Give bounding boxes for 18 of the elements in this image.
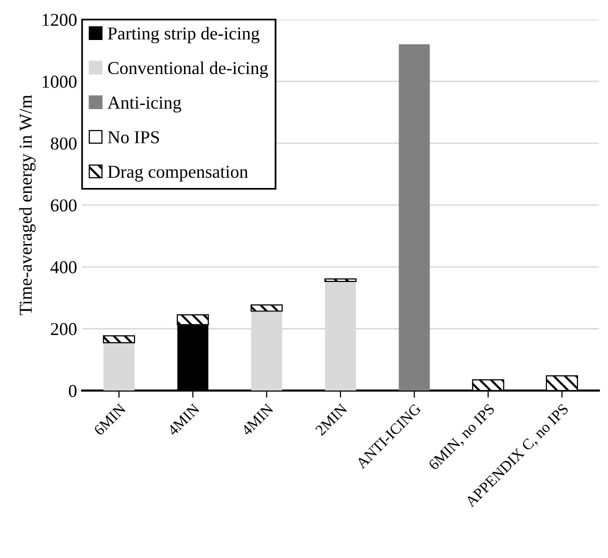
legend-label: No IPS <box>108 131 159 144</box>
y-tick-label: 600 <box>50 199 77 212</box>
y-tick-label: 800 <box>50 137 77 150</box>
legend-label: Drag compensation <box>108 166 248 182</box>
y-tick-label: 400 <box>50 261 77 274</box>
y-tick-label: 1200 <box>42 14 77 26</box>
y-axis-title: Time-averaged energy in W/m <box>19 94 36 316</box>
y-tick-label: 0 <box>68 384 77 398</box>
bar <box>398 44 430 391</box>
bar <box>103 342 134 391</box>
y-tick-label: 1000 <box>42 76 77 88</box>
bar <box>324 278 357 282</box>
bar <box>250 304 283 312</box>
legend-label: Anti-icing <box>108 96 182 112</box>
bar <box>102 335 136 344</box>
legend-label: Parting strip de-icing <box>108 26 260 44</box>
legend-label: Conventional de-icing <box>108 61 268 78</box>
y-tick-label: 200 <box>50 323 77 336</box>
